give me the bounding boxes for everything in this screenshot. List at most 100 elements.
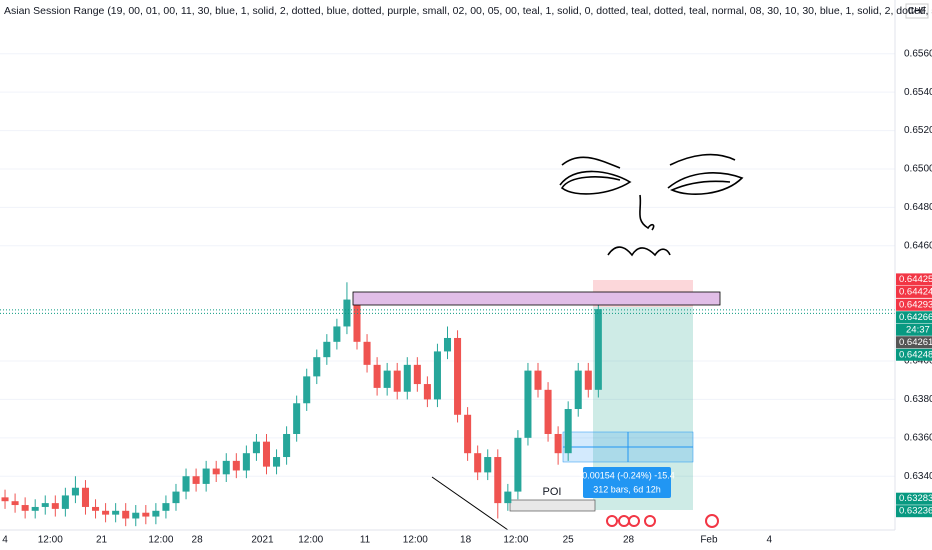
- price-label: 0.63283: [899, 493, 932, 504]
- candle-body: [273, 457, 281, 467]
- candle-body: [393, 370, 401, 392]
- candle-body: [11, 501, 19, 506]
- countdown-box: [896, 323, 932, 336]
- x-tick-label: 12:00: [298, 535, 323, 546]
- candle-body: [192, 476, 200, 484]
- candle-body: [524, 370, 532, 438]
- candle-body: [262, 441, 271, 467]
- candle-body: [112, 510, 120, 515]
- x-tick-label: 12:00: [148, 535, 173, 546]
- candle-body: [443, 337, 452, 352]
- candle-body: [242, 453, 250, 471]
- candle-body: [413, 364, 421, 385]
- candle-body: [172, 491, 180, 504]
- candle-body: [31, 506, 39, 511]
- supply-zone: [352, 291, 721, 306]
- candle-body: [383, 370, 391, 388]
- candle-body: [363, 341, 371, 365]
- candle-body: [423, 384, 431, 400]
- x-tick-label: 28: [192, 535, 204, 546]
- candle-body: [373, 364, 381, 388]
- candle-body: [71, 487, 79, 496]
- candle-body: [544, 389, 552, 434]
- candle-body: [212, 468, 220, 475]
- candle-body: [403, 364, 411, 392]
- candle-body: [202, 468, 210, 484]
- candle-body: [574, 370, 582, 410]
- price-label: 0.63236: [899, 506, 932, 517]
- x-tick-label: 11: [360, 535, 371, 546]
- candle-body: [353, 299, 361, 342]
- candle-body: [343, 299, 351, 327]
- event-icons: [606, 514, 719, 528]
- candle-body: [92, 506, 100, 511]
- candle-body: [564, 409, 572, 454]
- candle-body: [323, 341, 331, 358]
- currency: CHF: [908, 5, 927, 15]
- x-tick-label: 25: [563, 535, 575, 546]
- price-label-box: [896, 273, 932, 286]
- x-tick-label: 21: [96, 535, 108, 546]
- x-tick-label: 18: [460, 535, 472, 546]
- price-label-box: [896, 311, 932, 324]
- candle-body: [252, 441, 260, 454]
- candle-body: [494, 457, 502, 504]
- price-label-box: [896, 298, 932, 311]
- x-tick-label: 12:00: [403, 535, 428, 546]
- candle-body: [152, 510, 160, 517]
- price-label: 0.64424: [899, 286, 932, 297]
- x-tick-label: 12:00: [503, 535, 528, 546]
- x-tick-label: 12:00: [38, 535, 63, 546]
- candle-body: [464, 414, 472, 454]
- candle-body: [142, 512, 150, 517]
- candle-body: [132, 512, 140, 519]
- price-label-box: [896, 336, 932, 349]
- candle-body: [474, 453, 482, 473]
- candle-body: [504, 491, 512, 504]
- price-label: 0.64261: [899, 337, 932, 348]
- countdown: 24:37: [906, 324, 930, 335]
- candle-body: [484, 457, 492, 473]
- candle-body: [554, 433, 562, 454]
- x-tick-label: 4: [767, 535, 773, 546]
- price-label-box: [896, 348, 932, 361]
- price-label: 0.64293: [899, 299, 932, 310]
- candle-body: [222, 460, 230, 475]
- trend-line: [431, 476, 509, 531]
- candle-body: [162, 503, 170, 511]
- price-label-box: [896, 285, 932, 298]
- candle-body: [293, 403, 301, 434]
- candle-body: [454, 337, 462, 415]
- candle-body: [594, 309, 602, 390]
- x-tick-label: 2021: [251, 535, 274, 546]
- candle-body: [514, 437, 522, 492]
- candle-body: [1, 497, 9, 502]
- candle-body: [122, 510, 130, 519]
- currency-box: [905, 3, 929, 19]
- candle-body: [81, 487, 89, 507]
- poi-label: POI: [543, 486, 562, 498]
- candle-body: [534, 370, 542, 390]
- poi-box: [509, 499, 596, 512]
- candle-body: [584, 370, 592, 390]
- x-tick-label: 28: [623, 535, 635, 546]
- candle-body: [41, 503, 49, 507]
- candle-body: [51, 503, 59, 509]
- price-label: 0.64425: [899, 274, 932, 285]
- x-tick-label: 4: [2, 535, 8, 546]
- candle-body: [433, 351, 441, 400]
- price-label-box: [896, 505, 932, 518]
- y-tick-label: 0.65600: [904, 48, 932, 59]
- candle-body: [303, 376, 311, 404]
- indicator-title: Asian Session Range (19, 00, 01, 00, 11,…: [4, 5, 932, 17]
- candle-body: [21, 505, 29, 511]
- candle-body: [61, 495, 69, 509]
